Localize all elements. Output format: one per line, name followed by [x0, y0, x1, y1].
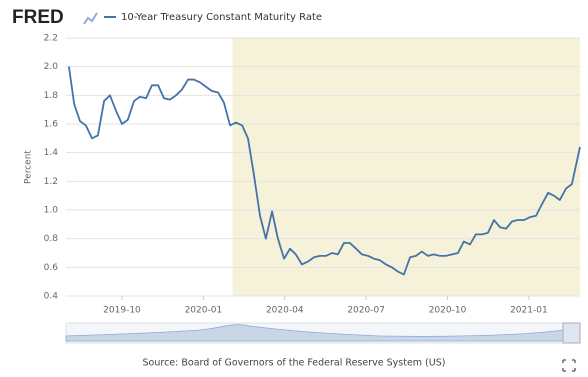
navigator-window[interactable]	[562, 322, 581, 344]
y-tick-label: 1.0	[44, 206, 59, 216]
y-tick-label: 2.2	[44, 34, 58, 44]
y-tick-label: 0.8	[44, 234, 59, 244]
y-tick-label: 1.6	[44, 120, 59, 130]
navigator-series	[65, 324, 581, 342]
x-tick-label: 2020-07	[347, 306, 385, 316]
logo: FRED	[12, 7, 64, 28]
x-tick-label: 2021-01	[510, 306, 548, 316]
recession-shading	[232, 38, 580, 296]
fullscreen-icon[interactable]	[562, 359, 576, 372]
y-tick-label: 1.8	[44, 91, 59, 101]
series-line	[68, 66, 581, 276]
y-tick-label: 1.4	[44, 148, 59, 158]
x-tick-label: 2020-01	[185, 306, 223, 316]
y-axis-label: Percent	[24, 150, 34, 184]
x-tick-label: 2020-10	[429, 306, 467, 316]
plot-area: 0.4 0.6 0.8 1.0 1.2 1.4 1.6 1.8 2.0 2.2 2019-10 202…	[44, 34, 581, 316]
x-tick-label: 2020-04	[266, 306, 304, 316]
y-tick-label: 0.6	[44, 263, 59, 273]
y-tick-label: 2.0	[44, 62, 59, 72]
x-tick-label: 2019-10	[103, 306, 141, 316]
legend-label: 10-Year Treasury Constant Maturity Rate	[121, 12, 322, 23]
logo-icon	[83, 12, 98, 25]
source-note: Source: Board of Governors of the Federa…	[143, 358, 446, 369]
y-tick-label: 1.2	[44, 177, 58, 187]
y-tick-label: 0.4	[44, 292, 59, 302]
